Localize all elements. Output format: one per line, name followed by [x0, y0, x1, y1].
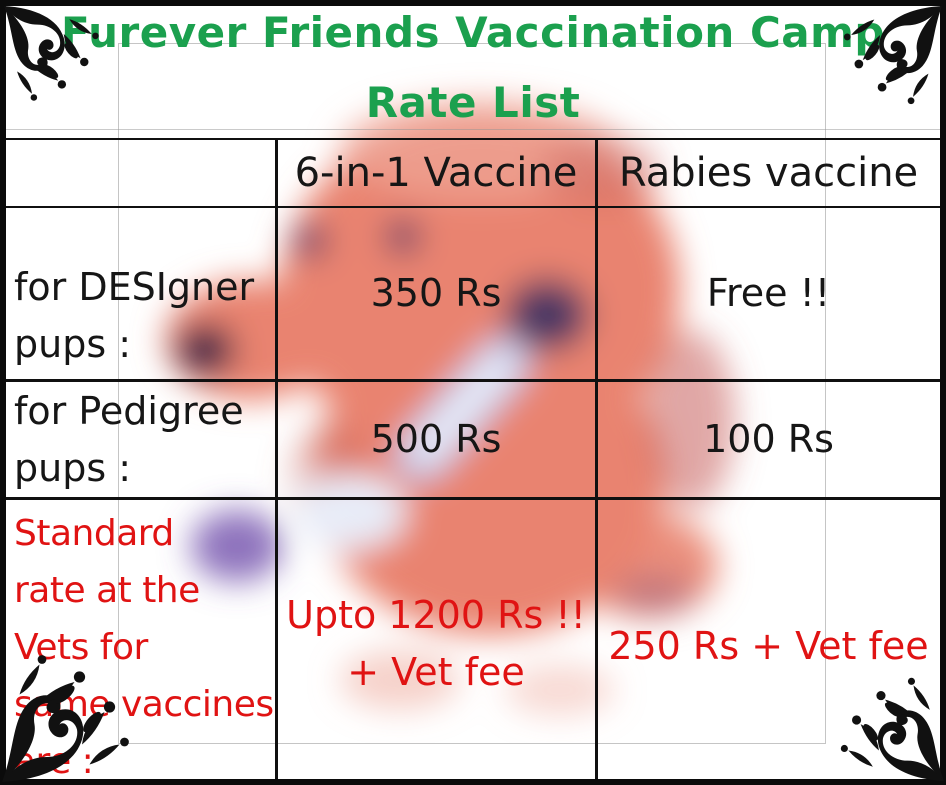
price-designer-rabies: Free !! — [706, 270, 831, 315]
floral-flourish-icon — [2, 631, 152, 783]
table-gridline-row1-bottom — [0, 379, 946, 382]
column-header-rabies-vaccine: Rabies vaccine — [618, 150, 919, 196]
price-pedigree-rabies: 100 Rs — [703, 417, 834, 461]
floral-flourish-icon — [826, 4, 942, 124]
table-gridline-row2-bottom — [0, 497, 946, 500]
price-designer-6in1: 350 Rs — [370, 270, 502, 315]
column-header-6in1-vaccine: 6-in-1 Vaccine — [294, 150, 578, 196]
poster-title: Furever Friends Vaccination Camp — [61, 8, 885, 57]
price-vet-rabies: 250 Rs + Vet fee — [608, 623, 929, 668]
floral-flourish-icon — [822, 657, 944, 783]
row-label-pedigree-pups: for Pedigree pups : — [14, 388, 244, 490]
table-gridline-top — [0, 138, 946, 140]
floral-flourish-icon — [4, 4, 116, 120]
table-gridline-header-bottom — [0, 206, 946, 208]
faint-gridline — [0, 129, 946, 130]
photo-frame — [118, 43, 826, 744]
row-label-designer-pups: for DESIgner pups : — [14, 265, 255, 366]
table-gridline-col1 — [275, 138, 278, 785]
table-gridline-col2 — [595, 138, 598, 785]
price-vet-6in1: Upto 1200 Rs !! + Vet fee — [286, 593, 586, 694]
price-pedigree-6in1: 500 Rs — [370, 417, 502, 461]
poster-subtitle: Rate List — [365, 78, 581, 127]
